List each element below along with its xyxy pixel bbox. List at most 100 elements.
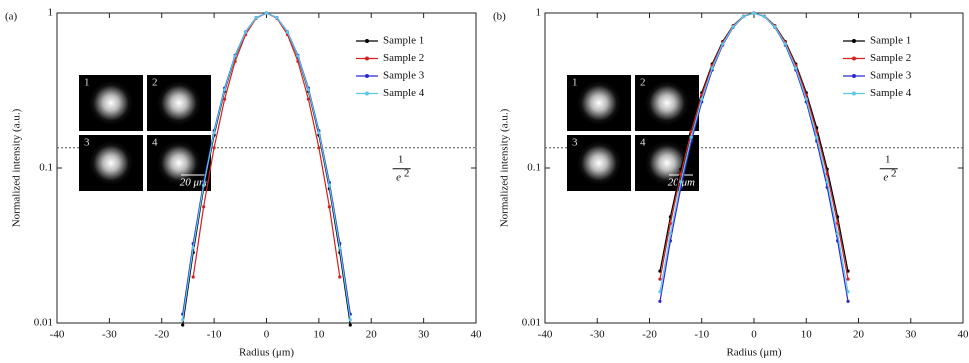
data-point (307, 88, 310, 91)
legend-marker (365, 57, 369, 61)
data-point (742, 15, 745, 18)
data-point (836, 222, 839, 225)
series-line (183, 13, 351, 325)
y-axis-label: Normalized intensity (a.u.) (11, 108, 23, 227)
data-point (202, 184, 205, 187)
legend-label: Sample 3 (383, 70, 425, 82)
data-point (846, 277, 849, 280)
y-axis-label: Normalized intensity (a.u.) (499, 108, 511, 227)
data-point (233, 55, 236, 58)
inset-label: 2 (152, 77, 158, 89)
y-tick-label: 0.1 (39, 162, 53, 174)
data-point (752, 11, 755, 14)
x-tick-label: 30 (418, 329, 430, 341)
data-point (338, 246, 341, 249)
data-point (349, 323, 352, 326)
beam-spot (89, 81, 133, 125)
data-point (784, 42, 787, 45)
inset-label: 3 (572, 137, 578, 149)
legend-label: Sample 2 (383, 52, 424, 64)
legend-label: Sample 4 (870, 87, 912, 99)
data-point (328, 205, 331, 208)
legend-label: Sample 4 (383, 87, 425, 99)
data-point (192, 246, 195, 249)
data-point (265, 11, 268, 14)
series-line (660, 13, 848, 292)
beam-spot (89, 141, 133, 185)
data-point (763, 15, 766, 18)
data-point (223, 88, 226, 91)
data-point (192, 275, 195, 278)
legend-marker (365, 92, 369, 96)
data-point (846, 300, 849, 303)
x-tick-label: -10 (694, 329, 709, 341)
data-point (349, 318, 352, 321)
beam-spot (645, 81, 689, 125)
inset-label: 1 (572, 77, 578, 89)
x-axis-label: Radius (μm) (726, 347, 781, 359)
legend-label: Sample 2 (870, 52, 911, 64)
x-axis-label: Radius (μm) (239, 347, 294, 359)
series-line (183, 13, 351, 320)
y-tick-label: 0.01 (522, 317, 541, 329)
data-point (721, 42, 724, 45)
panel-label: (a) (5, 11, 18, 23)
data-point (815, 136, 818, 139)
data-point (202, 205, 205, 208)
y-tick-label: 0.01 (34, 317, 53, 329)
data-point (773, 25, 776, 28)
data-point (658, 300, 661, 303)
x-tick-label: 10 (313, 329, 325, 341)
x-tick-label: -10 (207, 329, 222, 341)
beam-spot (157, 81, 201, 125)
data-point (794, 67, 797, 70)
legend-label: Sample 1 (870, 35, 911, 47)
x-tick-label: -30 (590, 329, 605, 341)
legend-marker (365, 39, 369, 43)
figure: (a)-40-30-20-100102030400.010.11Radius (… (0, 0, 969, 363)
ref-label-numerator: 1 (398, 153, 404, 165)
y-tick-label: 0.1 (527, 162, 541, 174)
x-tick-label: 0 (264, 329, 270, 341)
legend-marker (852, 39, 856, 43)
data-point (223, 98, 226, 101)
beam-spot (577, 141, 621, 185)
series-line (660, 13, 848, 279)
x-tick-label: 20 (853, 329, 865, 341)
data-point (711, 67, 714, 70)
series-line (193, 13, 340, 277)
data-point (836, 232, 839, 235)
data-point (679, 180, 682, 183)
data-point (181, 323, 184, 326)
data-point (275, 16, 278, 19)
legend-marker (365, 74, 369, 78)
data-point (846, 290, 849, 293)
data-point (213, 131, 216, 134)
x-tick-label: -20 (154, 329, 169, 341)
data-point (296, 55, 299, 58)
beam-spot (577, 81, 621, 125)
data-point (307, 98, 310, 101)
ref-label-denominator: e (396, 171, 401, 183)
ref-label-exponent: 2 (404, 167, 410, 179)
legend-marker (852, 57, 856, 61)
ref-label-numerator: 1 (885, 153, 891, 165)
data-point (213, 146, 216, 149)
data-point (658, 277, 661, 280)
panel-label: (b) (493, 11, 506, 23)
data-point (181, 318, 184, 321)
legend-label: Sample 3 (870, 70, 912, 82)
data-point (690, 136, 693, 139)
legend-marker (852, 92, 856, 96)
data-point (254, 16, 257, 19)
data-point (286, 31, 289, 34)
x-tick-label: 20 (366, 329, 378, 341)
x-tick-label: 10 (801, 329, 813, 341)
y-tick-label: 1 (48, 7, 54, 19)
data-point (244, 31, 247, 34)
data-point (732, 25, 735, 28)
inset-label: 4 (152, 137, 158, 149)
inset-label: 1 (84, 77, 90, 89)
data-point (338, 275, 341, 278)
inset-label: 3 (84, 137, 90, 149)
